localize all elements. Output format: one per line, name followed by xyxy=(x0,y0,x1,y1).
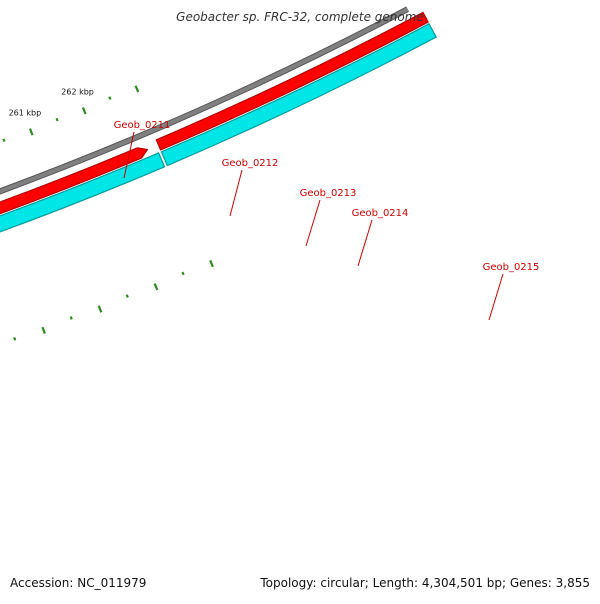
accession-label: Accession: NC_011979 xyxy=(10,576,147,590)
label-leader-line xyxy=(305,199,321,247)
outer-major-tick xyxy=(41,326,46,335)
label-leader-line xyxy=(229,169,243,217)
gene-label: Geob_0213 xyxy=(300,188,357,199)
kbp-label: 262 kbp xyxy=(61,88,94,97)
cds-arrow-next xyxy=(155,11,429,151)
gene-label: Geob_0215 xyxy=(483,262,540,273)
gene-label: Geob_0211 xyxy=(114,120,171,131)
map-title: Geobacter sp. FRC-32, complete genome xyxy=(176,10,424,24)
label-layer: 253 kbp254 kbp255 kbp256 kbp257 kbp258 k… xyxy=(9,88,540,273)
gene-bar-next xyxy=(160,23,437,167)
outer-minor-tick xyxy=(181,271,185,276)
gene-label: Geob_0214 xyxy=(352,208,409,219)
outer-major-tick xyxy=(153,283,159,291)
kbp-label: 261 kbp xyxy=(9,109,42,118)
label-leader-line xyxy=(123,131,135,179)
inner-major-tick xyxy=(134,85,140,93)
label-leader-line xyxy=(488,273,504,321)
outer-tick-ring xyxy=(13,259,214,341)
inner-minor-tick xyxy=(55,117,59,122)
genome-backbone xyxy=(0,6,410,195)
gene-bar-geob-0215 xyxy=(0,152,166,233)
outer-minor-tick xyxy=(69,316,73,320)
label-leader-lines xyxy=(123,131,504,321)
feature-tracks xyxy=(0,11,437,233)
inner-tick-ring xyxy=(2,85,140,143)
inner-major-tick xyxy=(81,107,87,115)
backbone-arc xyxy=(0,7,409,194)
outer-major-tick xyxy=(209,259,214,268)
genome-summary-label: Topology: circular; Length: 4,304,501 bp… xyxy=(260,576,590,590)
label-leader-line xyxy=(357,219,373,267)
inner-minor-tick xyxy=(2,138,6,143)
outer-major-tick xyxy=(97,305,103,313)
outer-minor-tick xyxy=(125,294,129,298)
inner-minor-tick xyxy=(108,96,112,100)
cds-arrow-geob-0215 xyxy=(0,147,149,215)
outer-minor-tick xyxy=(13,337,17,341)
inner-major-tick xyxy=(28,128,34,136)
gene-label: Geob_0212 xyxy=(222,158,279,169)
